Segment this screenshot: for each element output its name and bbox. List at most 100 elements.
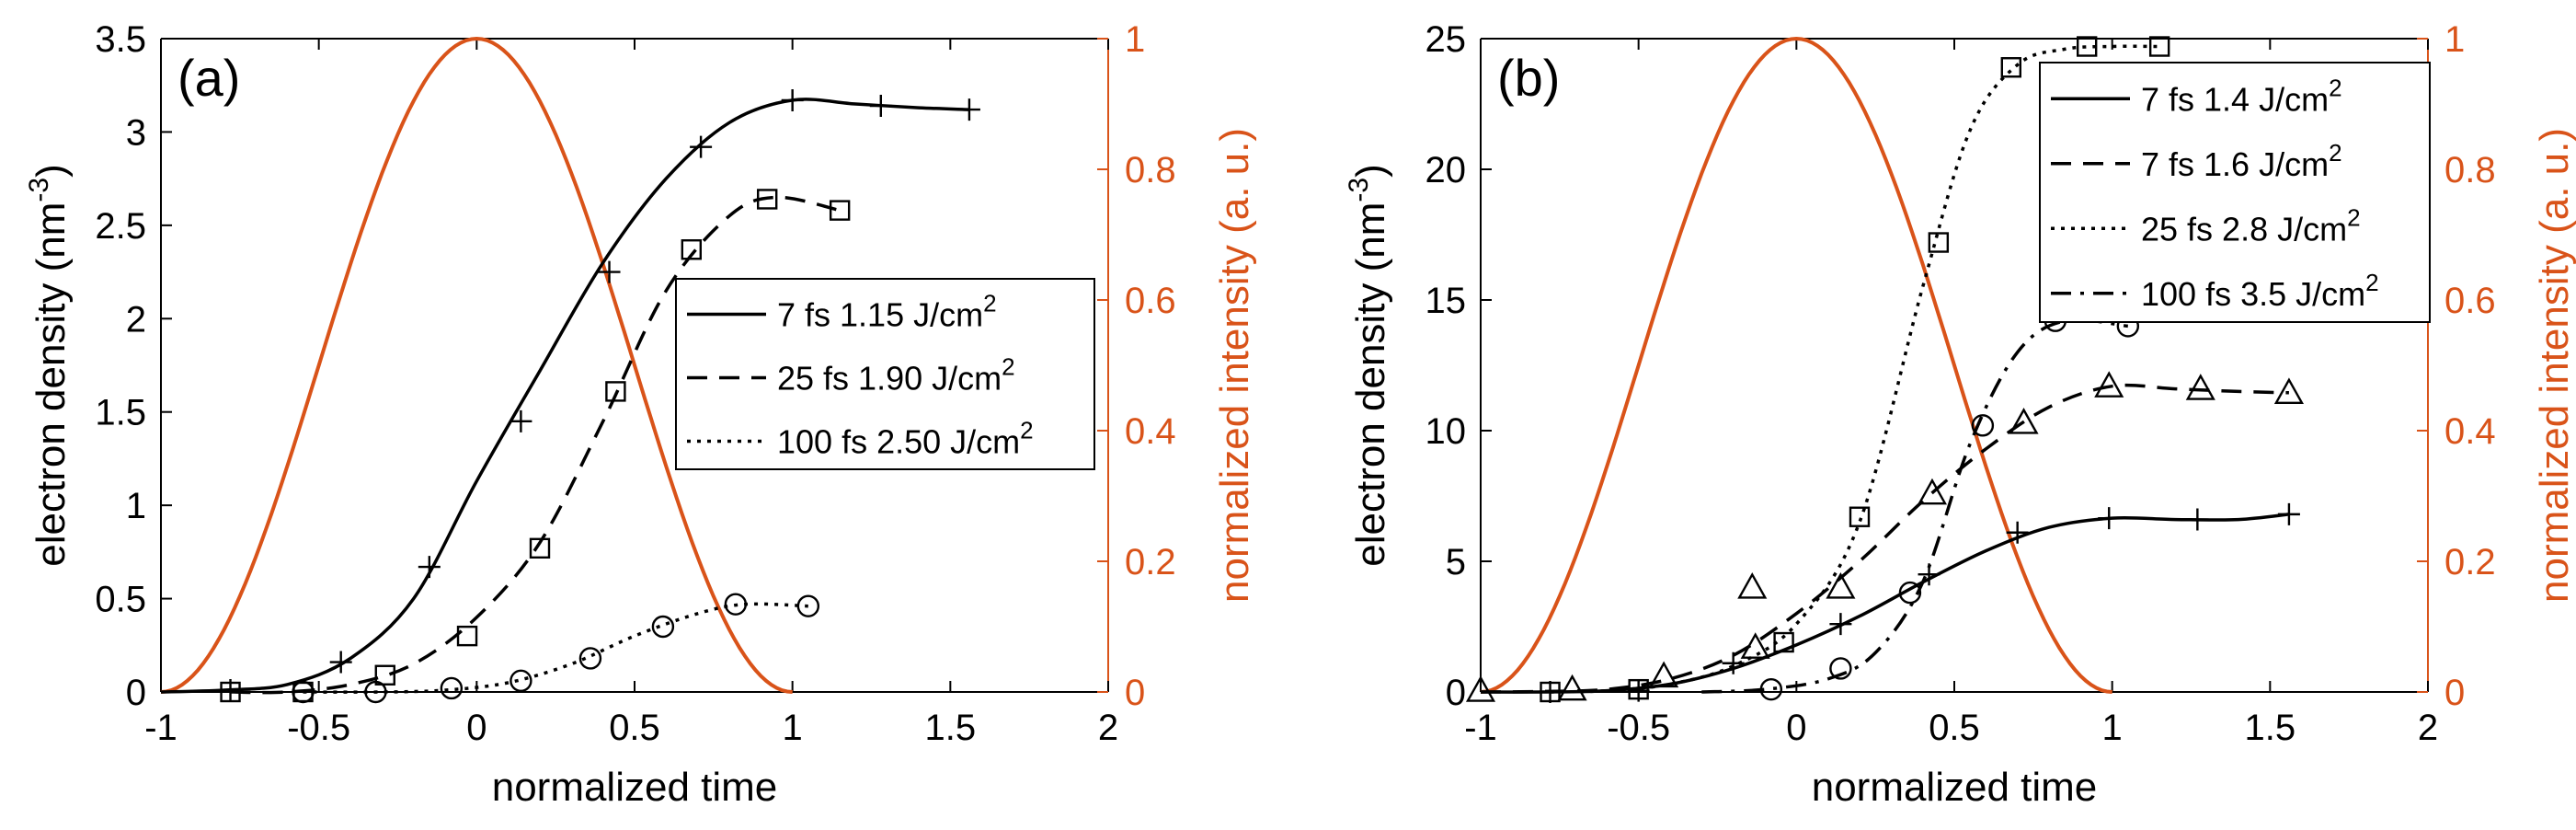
y-axis-title-main: electron density (nm (29, 202, 74, 567)
series-0-marker (598, 260, 621, 283)
series-0-marker (2098, 507, 2121, 530)
series-0-marker (781, 88, 804, 111)
series-0-marker (509, 409, 532, 432)
legend-label-text: 25 fs 2.8 J/cm (2141, 210, 2347, 248)
series-line-0 (160, 98, 969, 694)
x-tick-label: 0 (1786, 708, 1806, 748)
series-line-0 (1480, 513, 2290, 694)
y-axis-title-sup: -3 (1344, 178, 1374, 202)
x-tick-label: 1 (783, 708, 803, 748)
series-1-marker (1737, 571, 1768, 599)
y-axis-title: electron density (nm-3) (1344, 164, 1393, 567)
legend-label-sup: 2 (1020, 417, 1033, 444)
intensity-curve (160, 36, 793, 694)
x-tick-label: -0.5 (1607, 708, 1670, 748)
series-1-marker (1557, 674, 1587, 701)
legend-label-text: 7 fs 1.4 J/cm (2141, 80, 2329, 118)
series-1-marker (2273, 377, 2304, 405)
y2-axis-title: normalized intensity (a. u.) (2532, 128, 2576, 603)
x-axis-title: normalized time (1812, 765, 2098, 810)
series-2-marker (651, 615, 675, 639)
series-line-1 (1480, 383, 2289, 694)
legend-label-sup: 2 (2365, 269, 2378, 296)
series-1-marker (456, 625, 478, 647)
x-tick-label: 1.5 (2245, 708, 2296, 748)
x-tick-label: -0.5 (287, 708, 350, 748)
y-tick-label: 1 (126, 486, 146, 526)
series-1-marker (1826, 571, 1856, 599)
series-2-marker (292, 680, 315, 704)
y-tick-label: 1.5 (95, 393, 146, 433)
y-axis-title-sup: -3 (24, 178, 54, 202)
series-2-marker (1773, 631, 1794, 653)
series-2-marker (2076, 36, 2098, 57)
legend-label-text: 7 fs 1.6 J/cm (2141, 145, 2329, 183)
legend-label-text: 7 fs 1.15 J/cm (777, 296, 983, 334)
legend-label-0: 7 fs 1.4 J/cm2 (2141, 74, 2342, 118)
x-tick-label: -1 (1464, 708, 1497, 748)
x-tick-label: 2 (1098, 708, 1118, 748)
y-tick-label: 15 (1425, 281, 1467, 321)
series-1-marker (1465, 675, 1496, 702)
series-3-marker (1829, 657, 1852, 680)
y2-tick-label: 0.6 (2444, 281, 2496, 321)
series-0-marker (957, 98, 980, 121)
legend-label-0: 7 fs 1.15 J/cm2 (777, 290, 997, 334)
series-1-marker (681, 239, 702, 260)
y-tick-label: 3.5 (95, 19, 146, 60)
y-tick-label: 2 (126, 299, 146, 340)
x-axis-title: normalized time (492, 765, 778, 810)
series-line-3 (1701, 317, 2128, 694)
series-1-marker (605, 381, 626, 402)
x-tick-label: 2 (2418, 708, 2438, 748)
y2-tick-label: 0.6 (1125, 281, 1176, 321)
legend-box (2039, 62, 2431, 323)
series-0-marker (2006, 521, 2029, 544)
y2-tick-label: 0 (1125, 673, 1145, 713)
series-0-marker (329, 651, 352, 674)
y-tick-label: 0 (126, 673, 146, 713)
y2-axis-title: normalized intensity (a. u.) (1212, 128, 1257, 603)
series-line-2 (1550, 44, 2160, 694)
y2-tick-label: 1 (1125, 19, 1145, 60)
series-2-marker (509, 669, 532, 693)
series-2-marker (1928, 232, 1950, 253)
y2-tick-label: 0.8 (1125, 150, 1176, 190)
series-1-marker (2185, 374, 2215, 400)
y-axis-title-end: ) (1348, 164, 1393, 178)
intensity-curve (1480, 36, 2112, 694)
y-tick-label: 2.5 (95, 206, 146, 247)
legend-label-sup: 2 (2329, 74, 2341, 101)
y2-tick-label: 0.4 (1125, 411, 1176, 452)
y-tick-label: 0.5 (95, 580, 146, 620)
legend-label-sup: 2 (2329, 139, 2341, 167)
y2-tick-label: 1 (2444, 19, 2465, 60)
legend-label-text: 100 fs 3.5 J/cm (2141, 275, 2365, 313)
y-tick-label: 25 (1425, 19, 1467, 60)
panel-a: -1 -0.5 0 0.5 1 1.5 200.511.522.533.500.20.40.… (24, 19, 1257, 810)
series-2-marker (2148, 36, 2170, 57)
series-2-marker (724, 593, 748, 616)
y-axis-title-end: ) (29, 164, 74, 178)
series-0-marker (418, 556, 441, 579)
legend-label-sup: 2 (2347, 203, 2360, 231)
series-0-marker (690, 135, 713, 158)
y2-tick-label: 0.2 (2444, 542, 2496, 582)
series-0-marker (2277, 502, 2300, 525)
series-1-marker (1917, 478, 1948, 505)
series-3-marker (1971, 414, 1995, 437)
series-0-marker (1829, 613, 1852, 636)
panel-b: -1 -0.5 0 0.5 1 1.5 2051015202500.20.40.60.81n… (1344, 19, 2576, 810)
y-tick-label: 0 (1446, 673, 1466, 713)
legend-label-2: 100 fs 2.50 J/cm2 (777, 417, 1034, 461)
series-0-marker (2186, 508, 2209, 531)
y-tick-label: 5 (1446, 542, 1466, 582)
legend-label-text: 100 fs 2.50 J/cm (777, 423, 1020, 461)
y2-tick-label: 0.4 (2444, 411, 2496, 452)
y-axis-title-main: electron density (nm (1348, 202, 1393, 567)
y-tick-label: 20 (1425, 150, 1467, 190)
series-2-marker (1540, 681, 1561, 703)
legend-label-sup: 2 (1002, 353, 1014, 381)
y2-tick-label: 0.8 (2444, 150, 2496, 190)
